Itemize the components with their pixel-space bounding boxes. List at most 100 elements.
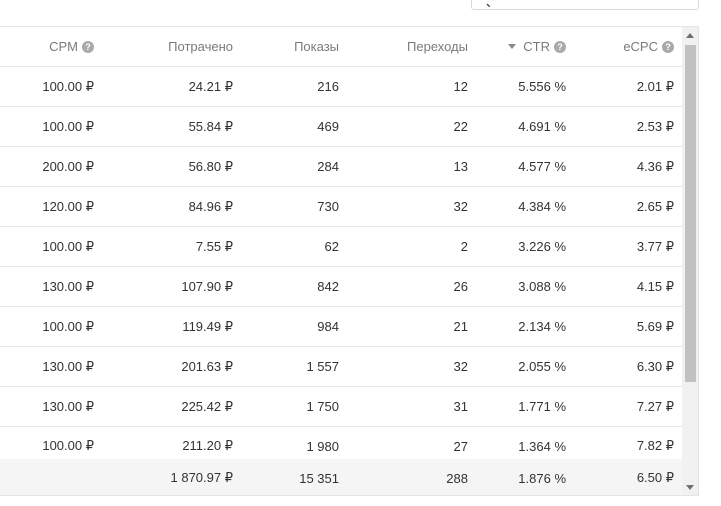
table-row: 120.00 ₽ 84.96 ₽ 730 32 4.384 % 2.65 ₽: [0, 187, 682, 227]
column-header-label: eCPC: [623, 39, 658, 54]
total-ecpc: 6.50 ₽: [636, 470, 674, 485]
cell-cpm: 100.00 ₽: [42, 438, 94, 453]
cell-ecpc: 3.77 ₽: [636, 238, 674, 254]
cell-shows: 1 980: [306, 438, 339, 454]
table-row: 100.00 ₽ 211.20 ₽ 1 980 27 1.364 % 7.82 …: [0, 427, 682, 457]
column-header-label: CPM: [49, 39, 78, 54]
table-row: 200.00 ₽ 56.80 ₽ 284 13 4.577 % 4.36 ₽: [0, 147, 682, 187]
cell-cpm: 130.00 ₽: [42, 398, 94, 414]
column-header-ecpc[interactable]: eCPC ?: [623, 27, 674, 66]
vertical-scrollbar[interactable]: [682, 27, 698, 495]
cell-ctr: 5.556 %: [518, 79, 566, 94]
cell-spent: 107.90 ₽: [181, 278, 233, 294]
cell-ctr: 4.384 %: [518, 199, 566, 214]
cell-shows: 469: [317, 119, 339, 134]
cell-shows: 842: [317, 279, 339, 294]
cell-ctr: 4.577 %: [518, 159, 566, 174]
column-header-label: Показы: [294, 39, 339, 54]
cell-spent: 211.20 ₽: [182, 438, 233, 453]
cell-spent: 24.21 ₽: [188, 78, 233, 94]
column-header-clicks[interactable]: Переходы: [407, 27, 468, 66]
search-input[interactable]: [471, 0, 699, 10]
column-header-shows[interactable]: Показы: [294, 27, 339, 66]
table-header-row: CPM ? Потрачено Показы Переходы CTR ? eC…: [0, 27, 682, 67]
cell-ctr: 1.364 %: [518, 438, 566, 454]
cell-ecpc: 5.69 ₽: [636, 318, 674, 334]
sort-desc-icon: [508, 44, 517, 49]
stats-table: CPM ? Потрачено Показы Переходы CTR ? eC…: [0, 26, 699, 496]
cell-clicks: 12: [453, 79, 468, 94]
cell-cpm: 130.00 ₽: [42, 278, 94, 294]
cell-clicks: 22: [453, 119, 468, 134]
scroll-thumb[interactable]: [685, 45, 696, 382]
cell-shows: 1 750: [306, 399, 339, 414]
cell-cpm: 120.00 ₽: [42, 198, 94, 214]
cell-cpm: 100.00 ₽: [42, 238, 94, 254]
table-row: 130.00 ₽ 107.90 ₽ 842 26 3.088 % 4.15 ₽: [0, 267, 682, 307]
cell-ecpc: 7.82 ₽: [636, 438, 674, 453]
column-header-cpm[interactable]: CPM ?: [49, 27, 94, 66]
cell-ctr: 1.771 %: [518, 399, 566, 414]
cell-clicks: 2: [460, 239, 468, 254]
cell-ctr: 4.691 %: [518, 119, 566, 134]
cell-shows: 730: [317, 199, 339, 214]
column-header-spent[interactable]: Потрачено: [168, 27, 233, 66]
cell-shows: 284: [317, 159, 339, 174]
table-body: CPM ? Потрачено Показы Переходы CTR ? eC…: [0, 27, 682, 457]
cell-ecpc: 2.53 ₽: [636, 118, 674, 134]
cell-spent: 225.42 ₽: [181, 398, 233, 414]
cell-cpm: 130.00 ₽: [42, 358, 94, 374]
cell-ecpc: 4.15 ₽: [636, 278, 674, 294]
cell-ctr: 3.226 %: [518, 239, 566, 254]
total-ctr: 1.876 %: [518, 470, 566, 486]
column-header-label: Потрачено: [168, 39, 233, 54]
scroll-down-arrow-icon[interactable]: [686, 485, 694, 490]
help-icon[interactable]: ?: [554, 40, 566, 53]
help-icon[interactable]: ?: [82, 40, 94, 53]
table-row: 100.00 ₽ 24.21 ₽ 216 12 5.556 % 2.01 ₽: [0, 67, 682, 107]
table-row: 130.00 ₽ 225.42 ₽ 1 750 31 1.771 % 7.27 …: [0, 387, 682, 427]
search-icon: [486, 3, 490, 7]
cell-spent: 56.80 ₽: [188, 158, 233, 174]
cell-spent: 7.55 ₽: [195, 238, 233, 254]
cell-spent: 201.63 ₽: [181, 358, 233, 374]
cell-shows: 1 557: [306, 359, 339, 374]
cell-cpm: 100.00 ₽: [42, 118, 94, 134]
cell-cpm: 100.00 ₽: [42, 318, 94, 334]
total-shows: 15 351: [299, 470, 339, 486]
cell-clicks: 21: [453, 319, 468, 334]
help-icon[interactable]: ?: [662, 40, 674, 53]
table-row: 100.00 ₽ 119.49 ₽ 984 21 2.134 % 5.69 ₽: [0, 307, 682, 347]
cell-ctr: 2.134 %: [518, 319, 566, 334]
cell-ctr: 2.055 %: [518, 359, 566, 374]
cell-ecpc: 7.27 ₽: [636, 398, 674, 414]
cell-spent: 119.49 ₽: [182, 318, 233, 334]
scroll-up-arrow-icon[interactable]: [686, 33, 694, 38]
column-header-ctr[interactable]: CTR ?: [508, 27, 566, 66]
cell-clicks: 26: [453, 279, 468, 294]
cell-clicks: 13: [453, 159, 468, 174]
table-totals-row: 1 870.97 ₽ 15 351 288 1.876 % 6.50 ₽: [0, 459, 682, 495]
cell-shows: 984: [317, 319, 339, 334]
cell-cpm: 200.00 ₽: [42, 158, 94, 174]
cell-spent: 55.84 ₽: [188, 118, 233, 134]
cell-clicks: 32: [453, 359, 468, 374]
cell-shows: 62: [324, 239, 339, 254]
table-row: 130.00 ₽ 201.63 ₽ 1 557 32 2.055 % 6.30 …: [0, 347, 682, 387]
cell-shows: 216: [317, 79, 339, 94]
cell-ecpc: 2.01 ₽: [636, 78, 674, 94]
cell-ecpc: 4.36 ₽: [636, 158, 674, 174]
cell-cpm: 100.00 ₽: [42, 78, 94, 94]
cell-spent: 84.96 ₽: [188, 198, 233, 214]
cell-clicks: 27: [453, 438, 468, 454]
column-header-label: CTR: [523, 39, 550, 54]
table-row: 100.00 ₽ 55.84 ₽ 469 22 4.691 % 2.53 ₽: [0, 107, 682, 147]
cell-clicks: 31: [453, 399, 468, 414]
total-spent: 1 870.97 ₽: [170, 470, 234, 485]
cell-ctr: 3.088 %: [518, 279, 566, 294]
table-row: 100.00 ₽ 7.55 ₽ 62 2 3.226 % 3.77 ₽: [0, 227, 682, 267]
cell-ecpc: 6.30 ₽: [636, 358, 674, 374]
column-header-label: Переходы: [407, 39, 468, 54]
cell-ecpc: 2.65 ₽: [636, 198, 674, 214]
total-clicks: 288: [446, 470, 468, 486]
